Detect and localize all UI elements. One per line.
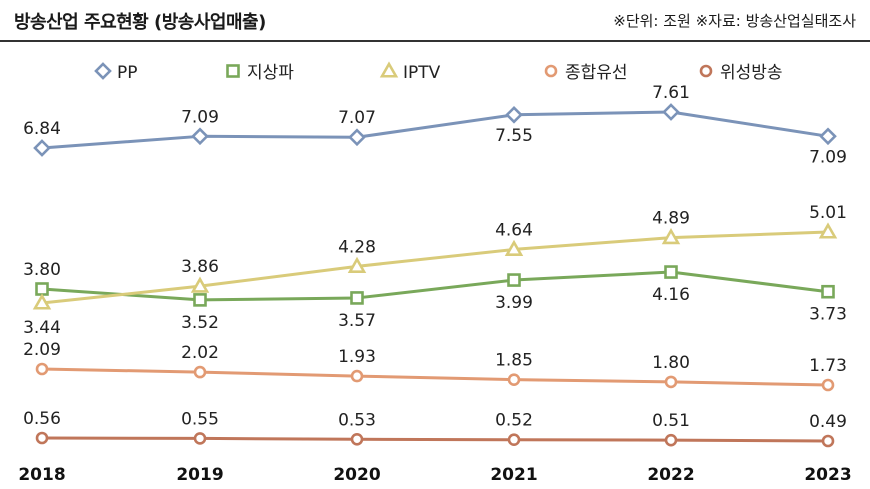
- data-point: [193, 432, 207, 445]
- legend-marker: [699, 64, 713, 78]
- data-label: 3.44: [23, 318, 61, 338]
- unit-source-note: ※단위: 조원 ※자료: 방송산업실태조사: [613, 12, 856, 30]
- legend-label: 종합유선: [565, 63, 628, 83]
- data-label: 4.89: [652, 209, 690, 229]
- data-point: [505, 105, 523, 124]
- data-label: 0.53: [338, 410, 376, 430]
- data-label: 0.55: [181, 409, 219, 429]
- data-label: 3.73: [809, 305, 847, 325]
- data-point: [32, 293, 52, 310]
- data-point: [664, 265, 678, 279]
- legend-label: PP: [117, 63, 138, 83]
- data-point: [819, 127, 837, 146]
- data-label: 3.52: [181, 313, 219, 333]
- legend-label: 위성방송: [720, 63, 783, 83]
- data-label: 3.86: [181, 257, 219, 277]
- data-point: [35, 431, 49, 445]
- data-point: [821, 378, 835, 392]
- data-point: [193, 293, 207, 307]
- series-line: [41, 230, 829, 305]
- data-label: 3.80: [23, 260, 61, 280]
- data-point: [35, 282, 49, 296]
- data-label: 2.09: [23, 340, 61, 360]
- data-label: 6.84: [23, 119, 61, 139]
- data-point: [661, 228, 681, 245]
- legend-label: 지상파: [247, 63, 294, 83]
- legend-label: IPTV: [403, 63, 441, 83]
- data-label: 5.01: [809, 203, 847, 223]
- data-point: [350, 291, 364, 305]
- data-point: [193, 365, 207, 379]
- data-point: [504, 239, 524, 256]
- data-label: 0.51: [652, 411, 690, 431]
- data-label: 0.52: [495, 411, 533, 431]
- data-point: [664, 433, 678, 447]
- data-point: [350, 369, 364, 383]
- x-tick-label: 2021: [490, 465, 537, 485]
- data-label: 4.16: [652, 285, 690, 305]
- series-line: [41, 436, 829, 443]
- data-point: [818, 222, 838, 239]
- legend-marker: [544, 64, 558, 78]
- x-tick-label: 2023: [804, 465, 851, 485]
- chart-title: 방송산업 주요현황 (방송사업매출): [14, 12, 266, 33]
- data-label: 3.99: [495, 293, 533, 313]
- data-label: 7.09: [809, 147, 847, 167]
- data-point: [348, 128, 366, 147]
- data-label: 4.64: [495, 220, 533, 240]
- data-point: [507, 433, 521, 447]
- series-line: [41, 367, 829, 387]
- header: 방송산업 주요현황 (방송사업매출) ※단위: 조원 ※자료: 방송산업실태조사: [0, 0, 870, 40]
- data-point: [191, 127, 209, 146]
- data-label: 0.49: [809, 412, 847, 432]
- data-point: [664, 375, 678, 389]
- data-label: 1.73: [809, 356, 847, 376]
- series-line: [41, 110, 829, 150]
- data-label: 7.61: [652, 83, 690, 103]
- x-tick-label: 2018: [18, 465, 65, 485]
- data-label: 1.85: [495, 351, 533, 371]
- data-point: [35, 362, 49, 376]
- data-point: [821, 434, 835, 448]
- data-point: [662, 103, 680, 121]
- data-point: [821, 284, 835, 299]
- data-label: 1.93: [338, 347, 376, 367]
- data-label: 1.80: [652, 353, 690, 373]
- data-point: [190, 276, 210, 293]
- data-point: [507, 373, 521, 386]
- header-divider: [0, 40, 870, 42]
- series-line: [41, 270, 829, 302]
- data-label: 2.02: [181, 343, 219, 363]
- data-point: [33, 139, 51, 157]
- data-label: 7.55: [495, 126, 533, 146]
- x-tick-label: 2022: [647, 465, 694, 485]
- data-label: 0.56: [23, 409, 61, 429]
- data-point: [347, 256, 367, 273]
- data-label: 3.57: [338, 311, 376, 331]
- x-tick-label: 2019: [176, 465, 223, 485]
- legend-marker: [379, 61, 399, 78]
- data-label: 4.28: [338, 237, 376, 257]
- data-point: [507, 273, 521, 287]
- legend-marker: [94, 62, 112, 80]
- data-point: [350, 432, 364, 446]
- data-label: 7.07: [338, 108, 376, 128]
- legend-marker: [226, 64, 240, 78]
- data-label: 7.09: [181, 107, 219, 127]
- x-tick-label: 2020: [333, 465, 380, 485]
